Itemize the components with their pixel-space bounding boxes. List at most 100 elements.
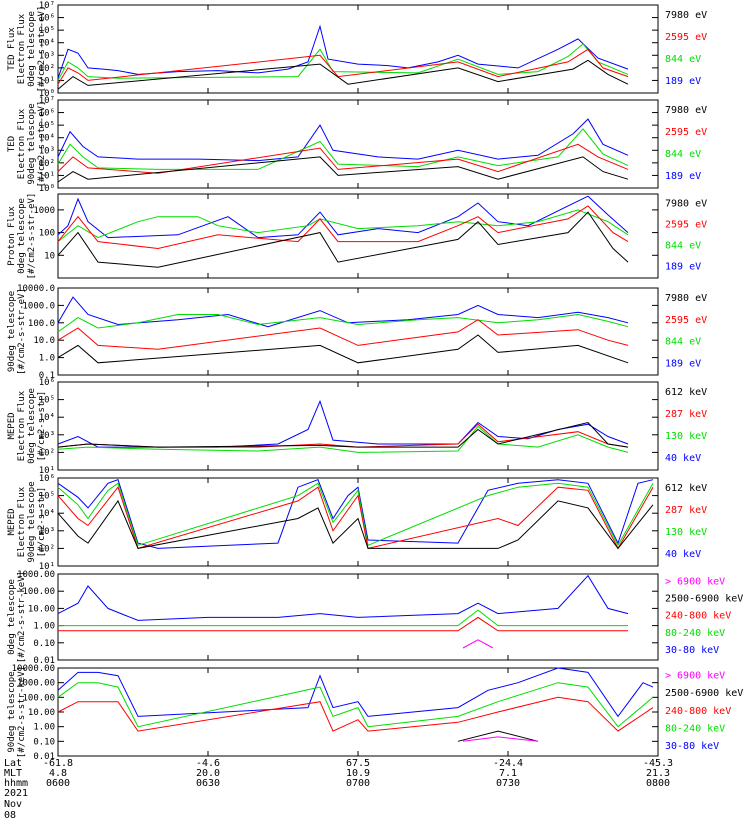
y-axis-label: Electron Flux <box>17 13 27 84</box>
y-tick-label: 10³ <box>39 527 55 537</box>
y-tick-label: 0.01 <box>33 752 55 762</box>
footer-date: 2021 Nov 08 <box>4 788 29 821</box>
y-tick-label: 10⁴ <box>39 39 55 49</box>
y-axis-label: 90deg telescope <box>7 671 17 752</box>
y-tick-label: 10⁵ <box>39 396 55 406</box>
legend-entry: 80-240 keV <box>665 723 725 734</box>
y-tick-label: 10¹ <box>39 466 55 476</box>
series-line <box>457 730 539 742</box>
y-tick-label: 1000 <box>33 206 55 216</box>
series-line <box>57 118 629 162</box>
y-axis-label: Electron Flux <box>17 486 27 557</box>
y-axis-label: [#/cm2-s-str-eV] <box>37 6 47 93</box>
series-line <box>462 736 539 742</box>
series-line <box>57 667 654 718</box>
y-tick-label: 1.00 <box>33 622 55 632</box>
y-axis-label: 90deg telescope <box>27 481 37 562</box>
y-tick-label: 10² <box>39 544 55 554</box>
y-tick-label: 10⁶ <box>39 378 55 388</box>
legend-entry: 2595 eV <box>665 32 707 43</box>
legend-entry: 30-80 keV <box>665 741 719 752</box>
series-line <box>57 574 629 621</box>
y-tick-label: 1.00 <box>33 723 55 733</box>
y-axis-label: Proton Flux <box>7 206 17 266</box>
series-line <box>57 421 629 448</box>
series-line <box>57 43 629 81</box>
y-tick-label: 10⁶ <box>39 109 55 119</box>
y-tick-label: 100.00 <box>22 693 55 703</box>
y-axis-label: TED <box>7 136 17 152</box>
y-tick-label: 100 <box>39 229 55 239</box>
y-tick-label: 0.10 <box>33 639 55 649</box>
y-tick-label: 1000.00 <box>17 570 55 580</box>
y-axis-label: Electron Flux <box>17 108 27 179</box>
series-line <box>57 425 629 453</box>
x-tick-label-lat: -45.3 <box>643 758 673 769</box>
y-axis-label: 90deg telescope <box>27 103 37 184</box>
y-axis-label: MEPED <box>7 412 17 439</box>
panel-frame <box>57 99 659 189</box>
legend-entry: 240-800 keV <box>665 706 731 717</box>
legend-entry: 189 eV <box>665 358 701 369</box>
y-tick-label: 10000.0 <box>17 284 55 294</box>
x-tick-label-lat: -4.6 <box>196 758 220 769</box>
y-tick-label: 0.1 <box>39 371 55 381</box>
series-line <box>57 205 629 250</box>
legend-entry: 844 eV <box>665 241 701 252</box>
series-line <box>58 609 628 627</box>
y-tick-label: 10¹ <box>39 562 55 572</box>
series-line <box>57 24 629 79</box>
y-tick-label: 10⁴ <box>39 509 55 519</box>
y-tick-label: 100.0 <box>28 319 55 329</box>
x-tick-label-mlt: 4.8 <box>49 768 67 779</box>
legend-entry: 2595 eV <box>665 315 707 326</box>
x-tick-label-hhmm: 0730 <box>496 778 520 789</box>
series-line <box>57 195 629 239</box>
legend-entry: 7980 eV <box>665 293 707 304</box>
figure: 10⁰ 10¹ 10² 10³ 10⁴ 10⁵ 10⁶ 10⁷ TED Flux Electron… <box>4 1 743 821</box>
legend-entry: 844 eV <box>665 54 701 65</box>
series-line <box>57 399 629 448</box>
y-tick-label: 10⁴ <box>39 134 55 144</box>
series-line <box>57 499 654 550</box>
y-tick-label: 10⁶ <box>39 474 55 484</box>
y-tick-label: 10³ <box>39 51 55 61</box>
legend-entry: 189 eV <box>665 262 701 273</box>
y-tick-label: 10⁰ <box>39 89 55 99</box>
series-line <box>57 128 629 170</box>
y-axis-label: 0deg telescope <box>27 11 37 87</box>
y-axis-label: [#/cm2-s-str-eV] <box>27 193 37 280</box>
x-tick-label-lat: -61.8 <box>43 758 73 769</box>
y-tick-label: 10² <box>39 448 55 458</box>
y-tick-label: 10.0 <box>33 336 55 346</box>
legend-entry: 287 keV <box>665 505 707 516</box>
y-axis-label: 0deg telescope <box>27 388 37 464</box>
y-axis-label: Electron Flux <box>17 390 27 461</box>
legend-entry: 2595 eV <box>665 220 707 231</box>
y-tick-label: 0.01 <box>33 656 55 666</box>
series-line <box>57 696 654 732</box>
legend-entry: 612 keV <box>665 387 707 398</box>
y-tick-label: 10⁷ <box>39 1 55 11</box>
y-tick-label: 10³ <box>39 431 55 441</box>
x-tick-label-lat: 67.5 <box>346 758 370 769</box>
legend-entry: 7980 eV <box>665 10 707 21</box>
y-tick-label: 10 <box>44 251 55 261</box>
legend-entry: 2595 eV <box>665 127 707 138</box>
series-line <box>57 59 629 90</box>
panel-frame <box>57 287 659 376</box>
y-axis-label: 0deg telescope <box>7 579 17 655</box>
series-line <box>57 211 629 268</box>
y-axis-label: [#/cm2-s-str-eV] <box>17 288 27 375</box>
legend-entry: 30-80 keV <box>665 645 719 656</box>
y-axis-label: [#/cm2-s-str-eV] <box>37 101 47 188</box>
x-tick-label-hhmm: 0630 <box>196 778 220 789</box>
legend-entry: 844 eV <box>665 149 701 160</box>
series-line <box>57 486 654 550</box>
x-tick-label-lat: -24.4 <box>493 758 523 769</box>
legend-entry: 240-800 keV <box>665 611 731 622</box>
panel-frame <box>57 381 659 471</box>
series-line <box>57 423 629 448</box>
x-tick-label-mlt: 7.1 <box>499 768 517 779</box>
y-axis-label: [#/cm2-s-str] <box>37 487 47 557</box>
